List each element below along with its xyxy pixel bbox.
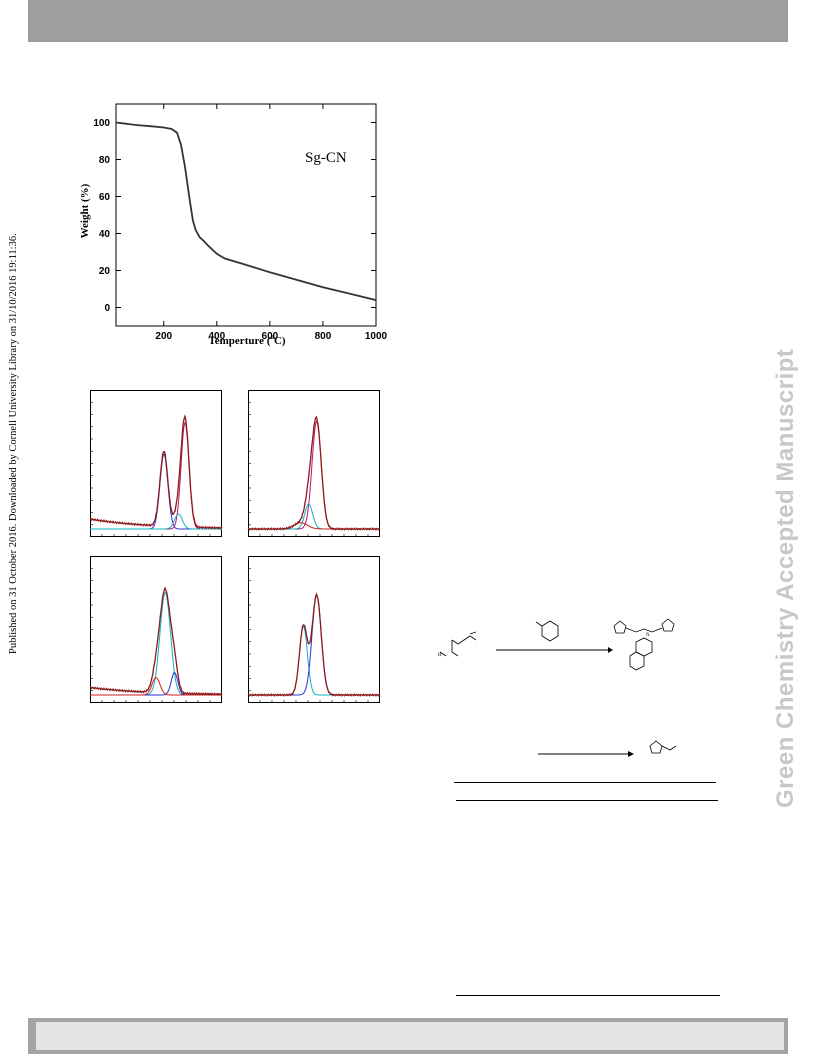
spectrum-component-peak (90, 676, 222, 696)
tga-y-tick-label: 100 (93, 118, 110, 129)
vinyl-ring-structure-icon (649, 740, 677, 754)
spectrum-panel-1 (89, 390, 223, 537)
spectrum-envelope (247, 592, 381, 697)
tga-x-tick-label: 1000 (365, 331, 388, 342)
tga-y-tick-label: 40 (99, 229, 111, 240)
tga-annotation: Sg-CN (305, 150, 347, 166)
reaction-scheme-2 (538, 740, 677, 757)
tga-x-tick-label: 600 (262, 331, 279, 342)
tga-axes (115, 103, 377, 327)
table-top-rule (454, 782, 716, 783)
spectrum-component-peak (90, 591, 222, 696)
tga-y-tick-label: 20 (99, 266, 111, 277)
reaction-scheme-1: H N (438, 618, 675, 671)
spectrum-panel-3 (89, 556, 223, 703)
spectrum-component-peak (248, 625, 380, 696)
page-header-bar (28, 0, 788, 42)
tga-chart: 200 400 600 800 1000 0 20 40 60 80 100 Sg-CN Tempe… (79, 103, 388, 347)
product-structure-icon: N (613, 618, 675, 671)
publication-note: Published on 31 October 2016. Downloaded… (8, 233, 19, 654)
table-header-rule (456, 800, 718, 801)
svg-text:N: N (646, 633, 650, 638)
table-bottom-rule (456, 995, 720, 996)
spectrum-component-peak (248, 522, 380, 530)
tga-y-tick-label: 80 (99, 155, 111, 166)
tga-y-tick-label: 0 (104, 303, 110, 314)
tga-plot-frame (115, 103, 377, 327)
spectrum-frame (248, 390, 380, 537)
spectrum-envelope (89, 414, 223, 530)
tga-y-tick-label: 60 (99, 192, 111, 203)
spectrum-component-peak (90, 513, 222, 530)
tga-x-tick-label: 200 (155, 331, 172, 342)
tga-x-tick-label: 800 (315, 331, 332, 342)
reactant-structure-icon: H (438, 631, 477, 658)
spectrum-envelope (247, 415, 381, 531)
spectrum-component-peak (248, 503, 380, 530)
spectrum-component-peak (248, 420, 380, 530)
tga-ticks: 200 400 600 800 1000 0 20 40 60 80 100 (93, 104, 388, 342)
page-footer-inner (36, 1022, 784, 1050)
accepted-manuscript-watermark: Green Chemistry Accepted Manuscript (772, 348, 799, 808)
spectrum-panel-2 (247, 390, 381, 537)
tga-x-axis-title: Temperture (oC) (208, 333, 285, 347)
spectrum-frame (248, 556, 380, 703)
spectrum-envelope (89, 586, 223, 697)
tga-curve (115, 121, 377, 301)
spectrum-frame (90, 556, 222, 703)
tga-x-tick-label: 400 (208, 331, 225, 342)
spectrum-panel-4 (247, 556, 381, 703)
tga-y-axis-title: Weight (%) (79, 183, 91, 238)
svg-text:H: H (438, 653, 442, 658)
reagent-benzene-icon (535, 620, 559, 642)
